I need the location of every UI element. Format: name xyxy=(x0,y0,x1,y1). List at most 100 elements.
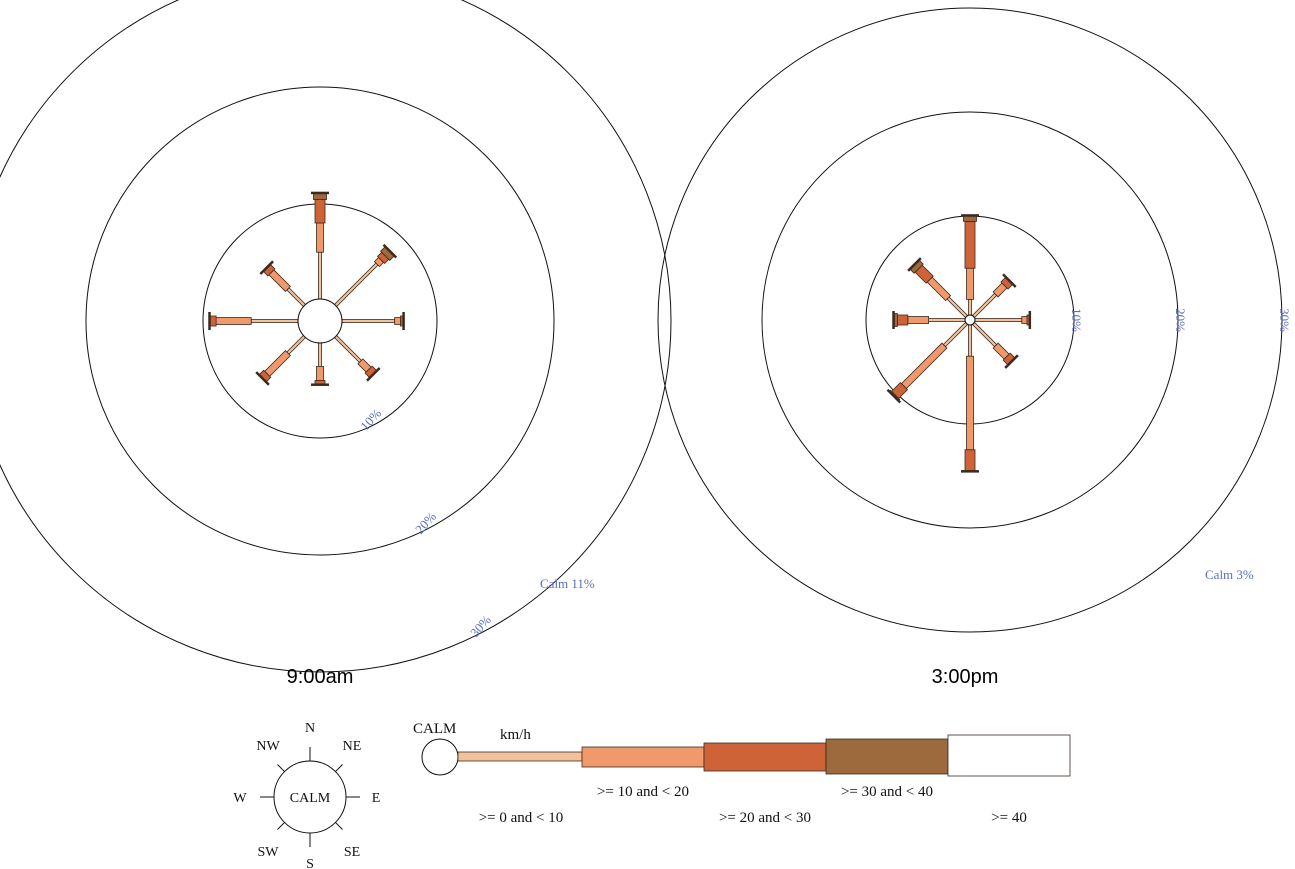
arm-n-cap xyxy=(961,214,979,217)
arm-n xyxy=(961,214,979,316)
compass-tick-sw xyxy=(277,822,285,830)
arm-e xyxy=(341,312,405,330)
arm-ne-cap xyxy=(1002,273,1017,288)
arm-w xyxy=(208,312,299,330)
legend-swatch-bin1 xyxy=(581,746,705,768)
arm-nw-bin0 xyxy=(286,287,307,308)
calm-circle xyxy=(297,298,343,344)
arm-sw-bin1 xyxy=(264,350,291,377)
arm-se-cap xyxy=(1004,354,1019,369)
arm-e xyxy=(974,311,1032,329)
arm-w-bin0 xyxy=(928,318,966,322)
ring-label-30: 30% xyxy=(467,612,494,640)
arm-ne xyxy=(971,273,1017,319)
legend-label-bin2: >= 20 and < 30 xyxy=(719,810,811,826)
arm-nw-bin1 xyxy=(268,269,291,292)
arm-ne xyxy=(333,243,398,308)
legend-label-bin1: >= 10 and < 20 xyxy=(597,784,689,800)
legend-swatch-bin0 xyxy=(457,751,583,762)
arm-n-bin2 xyxy=(314,199,326,224)
arm-n-cap xyxy=(311,191,329,195)
arm-w-bin2 xyxy=(209,315,217,327)
compass-label-nw: NW xyxy=(256,739,280,754)
compass-label-ne: NE xyxy=(343,739,362,754)
compass-ticks xyxy=(260,747,360,847)
wind-rose-afternoon: 10% 20% 30% Calm 3% xyxy=(657,7,1292,633)
legend-unit-label: km/h xyxy=(500,727,531,743)
arm-s-bin1 xyxy=(316,366,324,381)
arm-e-bin1 xyxy=(394,317,401,325)
arm-s xyxy=(311,342,329,386)
arm-w-bin1 xyxy=(215,317,252,325)
legend-label-bin4: >= 40 xyxy=(991,810,1027,826)
arm-ne-cap xyxy=(382,243,398,259)
legend-calm-circle xyxy=(421,738,459,776)
compass-label-s: S xyxy=(306,857,314,869)
arm-n-bin3 xyxy=(963,215,977,222)
ring-20-percent xyxy=(85,86,555,556)
arm-e-bin0 xyxy=(341,319,396,323)
compass-label-n: N xyxy=(305,721,315,736)
arm-s-bin2 xyxy=(314,380,326,385)
arm-sw-bin0 xyxy=(286,334,307,355)
compass-tick-ne xyxy=(335,764,343,772)
arm-nw xyxy=(907,257,969,319)
arm-ne-bin0 xyxy=(333,262,379,308)
ring-label-30: 30% xyxy=(1277,308,1292,332)
arm-se-bin0 xyxy=(333,334,363,364)
arm-se xyxy=(971,321,1019,369)
compass-label-sw: SW xyxy=(258,845,280,860)
arm-s-cap xyxy=(311,383,329,386)
ring-label-10: 10% xyxy=(357,406,384,434)
panel-title-morning: 9:00am xyxy=(287,666,354,688)
arm-sw-bin1 xyxy=(900,342,948,390)
legend-calm-label: CALM xyxy=(413,721,456,737)
arm-sw-bin0 xyxy=(942,321,969,348)
ring-20-percent xyxy=(761,111,1179,529)
arm-n-bin0 xyxy=(318,251,322,300)
arm-sw-cap xyxy=(886,388,902,404)
arm-e-bin1 xyxy=(1021,316,1028,324)
arm-w-cap xyxy=(208,312,211,330)
ring-label-10: 10% xyxy=(1069,308,1084,332)
legend-label-bin0: >= 0 and < 10 xyxy=(479,810,564,826)
arm-w-bin1 xyxy=(907,316,929,324)
arm-se-bin0 xyxy=(971,321,998,348)
arm-n-bin1 xyxy=(966,267,974,300)
arm-ne-bin0 xyxy=(971,292,998,319)
calm-label: Calm 11% xyxy=(540,576,595,591)
arm-w xyxy=(892,311,966,329)
arm-s xyxy=(961,324,979,473)
arm-nw-cap xyxy=(259,260,274,275)
compass-center-label: CALM xyxy=(290,791,331,806)
arm-s-bin0 xyxy=(318,342,322,367)
arm-w-bin0 xyxy=(250,319,299,323)
arm-s-bin1 xyxy=(966,355,974,451)
arm-n-bin1 xyxy=(316,222,324,253)
arm-se-cap xyxy=(366,367,381,382)
calm-label: Calm 3% xyxy=(1205,567,1254,582)
arm-sw xyxy=(886,321,969,404)
wind-rose-morning: 10% 20% 30% Calm 11% xyxy=(0,0,672,673)
legend-swatch-bin4 xyxy=(947,734,1071,777)
compass-key: CALM N NE E SE S SW W NW xyxy=(233,721,380,869)
arm-nw xyxy=(259,260,307,308)
arm-w-cap xyxy=(892,311,895,329)
arm-n-bin2 xyxy=(964,220,976,269)
arm-n xyxy=(311,191,329,300)
arm-s-cap xyxy=(961,470,979,473)
ring-label-20: 20% xyxy=(1173,308,1188,332)
arm-e-cap xyxy=(1028,311,1032,329)
panel-title-afternoon: 3:00pm xyxy=(932,666,999,688)
arm-n-bin3 xyxy=(313,193,327,200)
arm-n-bin0 xyxy=(968,298,972,316)
arm-w-bin2 xyxy=(896,314,909,326)
calm-circle xyxy=(964,314,976,326)
arm-e-cap xyxy=(402,312,405,330)
compass-label-w: W xyxy=(233,791,247,806)
compass-tick-nw xyxy=(277,764,285,772)
ring-30-percent xyxy=(657,7,1283,633)
arm-nw-bin1 xyxy=(926,276,952,302)
compass-tick-se xyxy=(335,822,343,830)
